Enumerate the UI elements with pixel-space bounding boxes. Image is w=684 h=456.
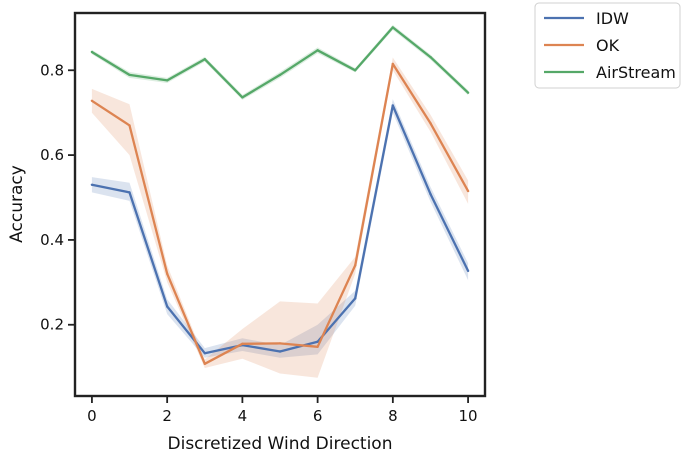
band-ok — [91, 57, 469, 378]
point-ok-10 — [466, 189, 470, 193]
y-tick-label: 0.4 — [40, 231, 64, 249]
y-tick-label: 0.6 — [40, 146, 64, 164]
legend-label-idw: IDW — [596, 9, 629, 28]
point-idw-2 — [166, 305, 169, 308]
point-airstream-4 — [241, 96, 244, 99]
point-ok-4 — [241, 342, 244, 345]
point-ok-2 — [166, 272, 169, 275]
point-idw-5 — [278, 350, 282, 353]
x-axis: 0 2 4 6 8 10 — [87, 396, 478, 425]
point-ok-6 — [316, 345, 319, 348]
x-tick-label: 10 — [459, 407, 478, 425]
point-ok-0 — [90, 99, 94, 103]
confidence-bands — [91, 24, 469, 378]
legend-label-ok: OK — [596, 36, 620, 55]
point-airstream-5 — [278, 73, 282, 77]
y-tick-label: 0.2 — [40, 316, 64, 334]
point-airstream-3 — [203, 58, 206, 61]
y-tick-label: 0.8 — [40, 61, 64, 79]
point-ok-5 — [278, 342, 282, 345]
x-tick-label: 0 — [87, 407, 97, 425]
point-idw-0 — [90, 183, 94, 186]
x-tick-label: 4 — [238, 407, 248, 425]
point-idw-10 — [466, 269, 470, 273]
legend-frame — [534, 2, 681, 89]
y-axis-title: Accuracy — [7, 165, 27, 243]
x-axis-title: Discretized Wind Direction — [168, 434, 393, 454]
point-airstream-9 — [429, 55, 432, 59]
x-tick-label: 2 — [162, 407, 172, 425]
x-tick-label: 6 — [313, 407, 323, 425]
point-idw-3 — [203, 352, 206, 355]
point-airstream-10 — [466, 91, 470, 94]
point-idw-7 — [354, 297, 357, 300]
y-axis: 0.2 0.4 0.6 0.8 — [40, 61, 75, 334]
x-tick-label: 8 — [388, 407, 398, 425]
point-ok-3 — [203, 362, 206, 365]
point-ok-9 — [429, 122, 432, 125]
point-ok-1 — [128, 124, 131, 127]
point-airstream-6 — [316, 49, 319, 52]
point-airstream-2 — [166, 79, 169, 82]
point-airstream-7 — [354, 69, 357, 72]
plot-frame — [73, 11, 487, 398]
legend-label-airstream: AirStream — [596, 63, 676, 82]
legend: IDW OK AirStream — [534, 2, 681, 89]
point-idw-9 — [429, 192, 432, 196]
point-idw-6 — [316, 340, 319, 343]
point-idw-8 — [391, 104, 394, 107]
point-airstream-8 — [391, 26, 394, 29]
series-lines — [90, 26, 470, 365]
point-airstream-0 — [90, 50, 94, 54]
point-ok-8 — [391, 62, 394, 66]
point-airstream-1 — [128, 73, 131, 77]
point-idw-1 — [128, 191, 131, 194]
point-ok-7 — [354, 264, 357, 267]
